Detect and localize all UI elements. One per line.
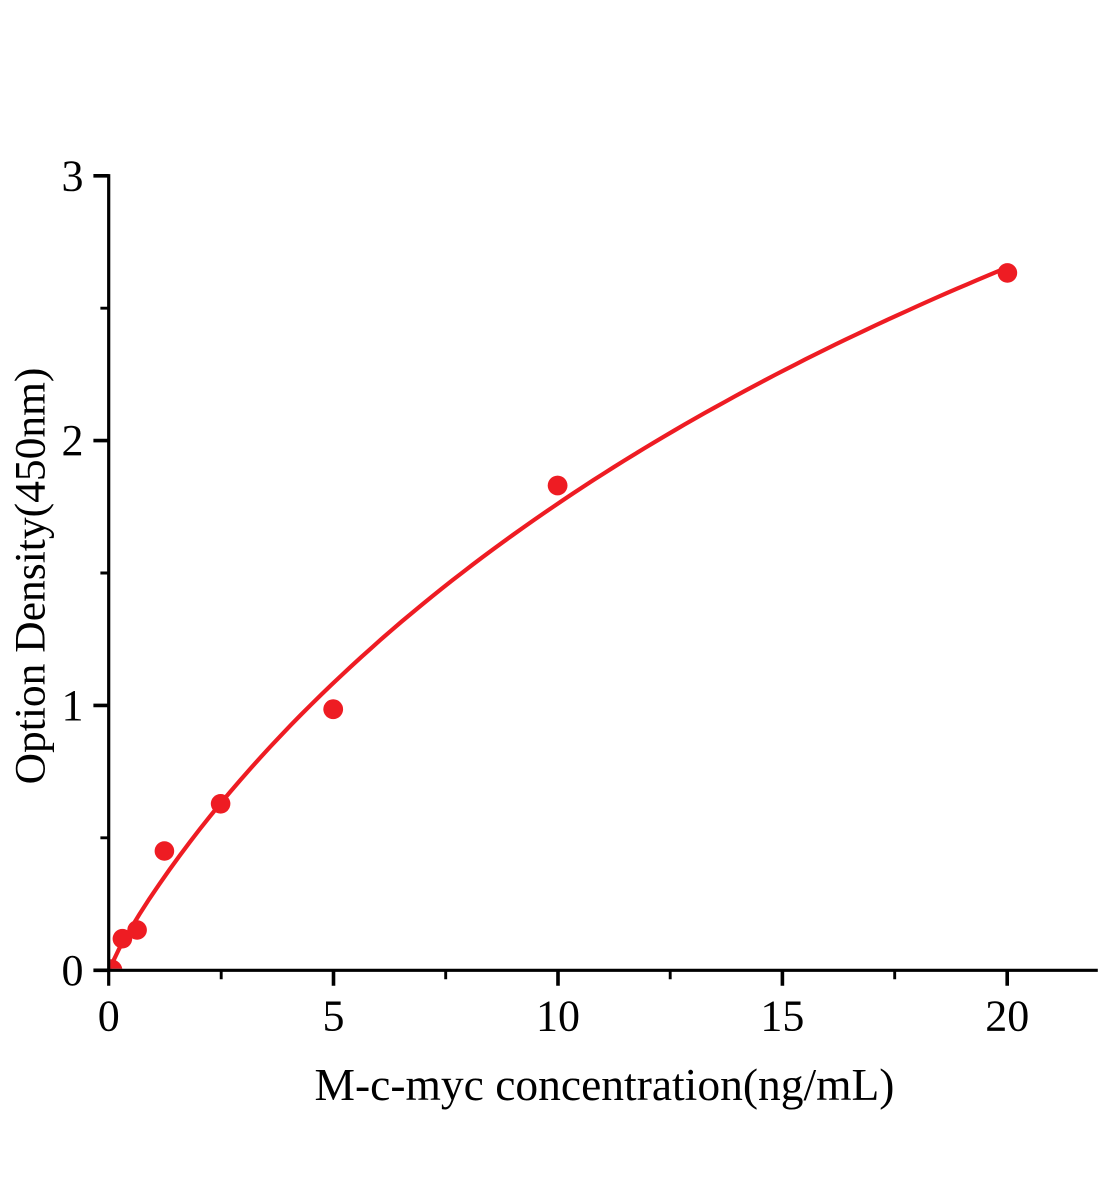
svg-text:5: 5 [323, 992, 345, 1041]
svg-text:20: 20 [985, 992, 1029, 1041]
svg-text:2: 2 [62, 416, 84, 465]
svg-text:1: 1 [62, 681, 84, 730]
svg-text:0: 0 [98, 992, 120, 1041]
svg-text:15: 15 [760, 992, 804, 1041]
svg-text:0: 0 [62, 946, 84, 995]
svg-text:M-c-myc concentration(ng/mL): M-c-myc concentration(ng/mL) [315, 1059, 895, 1110]
svg-text:Option Density(450nm): Option Density(450nm) [7, 368, 55, 785]
svg-text:10: 10 [536, 992, 580, 1041]
svg-text:3: 3 [62, 151, 84, 200]
